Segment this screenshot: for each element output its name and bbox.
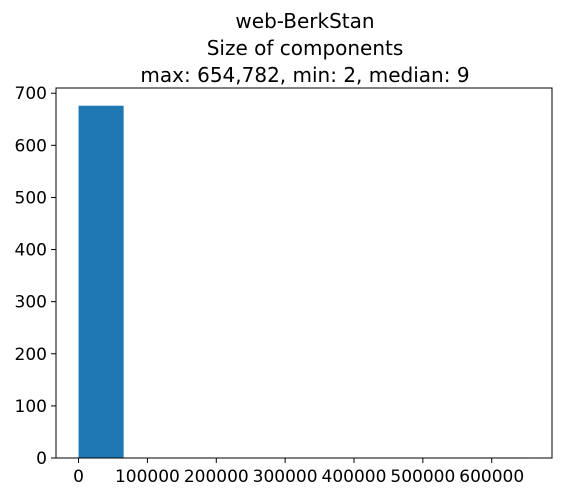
histogram-bars <box>78 105 530 458</box>
x-tick-label-4: 400000 <box>322 467 387 487</box>
x-tick-label-0: 0 <box>73 467 84 487</box>
y-tick-label-4: 400 <box>15 241 47 261</box>
x-axis: 0 100000 200000 300000 400000 500000 600000 <box>73 458 524 487</box>
y-tick-label-2: 200 <box>15 345 47 365</box>
chart-title-line-1: web-BerkStan <box>235 9 374 33</box>
x-tick-label-2: 200000 <box>184 467 249 487</box>
histogram-bar-0 <box>78 105 124 458</box>
y-tick-label-1: 100 <box>15 397 47 417</box>
plot-frame <box>55 87 553 459</box>
y-tick-label-3: 300 <box>15 293 47 313</box>
x-tick-label-3: 300000 <box>253 467 318 487</box>
y-axis: 0 100 200 300 400 500 600 700 <box>15 84 56 469</box>
y-tick-label-0: 0 <box>36 449 47 469</box>
y-tick-label-5: 500 <box>15 188 47 208</box>
chart-title-line-2: Size of components <box>207 36 404 60</box>
x-tick-label-5: 500000 <box>390 467 455 487</box>
y-tick-label-6: 600 <box>15 136 47 156</box>
x-tick-label-6: 600000 <box>459 467 524 487</box>
chart-title-line-3: max: 654,782, min: 2, median: 9 <box>140 63 469 87</box>
y-tick-label-7: 700 <box>15 84 47 104</box>
x-tick-label-1: 100000 <box>115 467 180 487</box>
chart-title: web-BerkStan Size of components max: 654… <box>140 9 469 87</box>
